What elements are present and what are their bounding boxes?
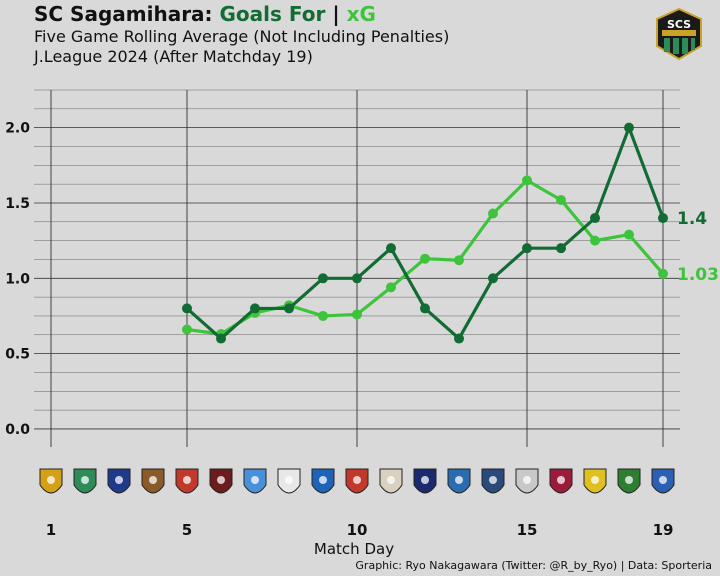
xg-point: [556, 194, 566, 205]
crest-emblem: [217, 476, 225, 484]
goals_for-point: [284, 303, 294, 314]
x-tick-label: 15: [517, 521, 538, 539]
crest-18-icon: [617, 468, 641, 494]
crest-emblem: [591, 476, 599, 484]
goals_for-point: [318, 273, 328, 284]
crest-emblem: [387, 476, 395, 484]
x-tick-label: 19: [653, 521, 674, 539]
goals_for-point: [590, 213, 600, 224]
crest-emblem: [149, 476, 157, 484]
goals_for-point: [250, 303, 260, 314]
team-badge-icon: SCS: [656, 8, 702, 60]
goals_for-point: [386, 243, 396, 254]
title-goals-for: Goals For: [219, 2, 326, 26]
crest-16-icon: [549, 468, 573, 494]
goals_for-point: [454, 333, 464, 344]
crest-emblem: [183, 476, 191, 484]
crest-9-icon: [311, 468, 335, 494]
xg-point: [658, 268, 668, 279]
crest-14-icon: [481, 468, 505, 494]
crest-6-icon: [209, 468, 233, 494]
xg-point: [454, 255, 464, 266]
team-badge-text: SCS: [667, 18, 691, 31]
goals_for-end-label: 1.4: [677, 209, 707, 229]
end-labels: 1.4 1.03: [677, 209, 719, 285]
chart-title: SC Sagamihara: Goals For | xG: [34, 2, 376, 26]
x-tick-label: 1: [46, 521, 56, 539]
crest-emblem: [455, 476, 463, 484]
x-tick-label: 10: [347, 521, 368, 539]
goals_for-point: [624, 122, 634, 133]
xg-point: [522, 175, 532, 186]
goals_for-point: [522, 243, 532, 254]
crest-13-icon: [447, 468, 471, 494]
chart-credit: Graphic: Ryo Nakagawara (Twitter: @R_by_…: [355, 559, 712, 572]
xg-point: [318, 310, 328, 321]
crest-19-icon: [651, 468, 675, 494]
goals_for-point: [216, 333, 226, 344]
crest-emblem: [659, 476, 667, 484]
crest-2-icon: [73, 468, 97, 494]
crest-1-icon: [39, 468, 63, 494]
series: [182, 122, 668, 344]
crest-emblem: [421, 476, 429, 484]
crest-emblem: [47, 476, 55, 484]
grid-lines: [34, 89, 680, 447]
xg-point: [386, 282, 396, 293]
crest-emblem: [625, 476, 633, 484]
y-tick-label: 1.5: [5, 196, 30, 212]
goals_for-point: [420, 303, 430, 314]
title-team: SC Sagamihara:: [34, 2, 213, 26]
crest-12-icon: [413, 468, 437, 494]
chart-subtitle: Five Game Rolling Average (Not Including…: [34, 27, 450, 46]
xg-end-label: 1.03: [677, 265, 719, 285]
title-separator: |: [332, 2, 340, 26]
goals_for-point: [352, 273, 362, 284]
goals_for-point: [658, 213, 668, 224]
x-tick-label: 5: [182, 521, 192, 539]
crest-emblem: [489, 476, 497, 484]
y-tick-label: 0.5: [5, 347, 30, 363]
y-tick-label: 1.0: [5, 271, 30, 287]
y-tick-label: 0.0: [5, 422, 30, 438]
xg-point: [488, 208, 498, 219]
crest-emblem: [523, 476, 531, 484]
crest-3-icon: [107, 468, 131, 494]
chart-subtitle-season: J.League 2024 (After Matchday 19): [34, 47, 313, 66]
crest-emblem: [115, 476, 123, 484]
crest-10-icon: [345, 468, 369, 494]
xg-point: [352, 309, 362, 320]
goals_for-point: [182, 303, 192, 314]
crest-emblem: [353, 476, 361, 484]
crest-7-icon: [243, 468, 267, 494]
goals_for-point: [488, 273, 498, 284]
crest-15-icon: [515, 468, 539, 494]
crest-11-icon: [379, 468, 403, 494]
crest-4-icon: [141, 468, 165, 494]
crest-emblem: [319, 476, 327, 484]
y-tick-label: 2.0: [5, 121, 30, 137]
title-xg: xG: [346, 2, 376, 26]
crest-emblem: [285, 476, 293, 484]
xg-point: [182, 324, 192, 335]
goals_for-point: [556, 243, 566, 254]
crest-emblem: [251, 476, 259, 484]
crest-8-icon: [277, 468, 301, 494]
xg-point: [624, 229, 634, 240]
crest-emblem: [557, 476, 565, 484]
crest-5-icon: [175, 468, 199, 494]
opponent-crests: [39, 468, 675, 494]
xg-point: [420, 253, 430, 264]
x-axis-label: Match Day: [314, 540, 394, 558]
xg-point: [590, 235, 600, 246]
crest-17-icon: [583, 468, 607, 494]
crest-emblem: [81, 476, 89, 484]
